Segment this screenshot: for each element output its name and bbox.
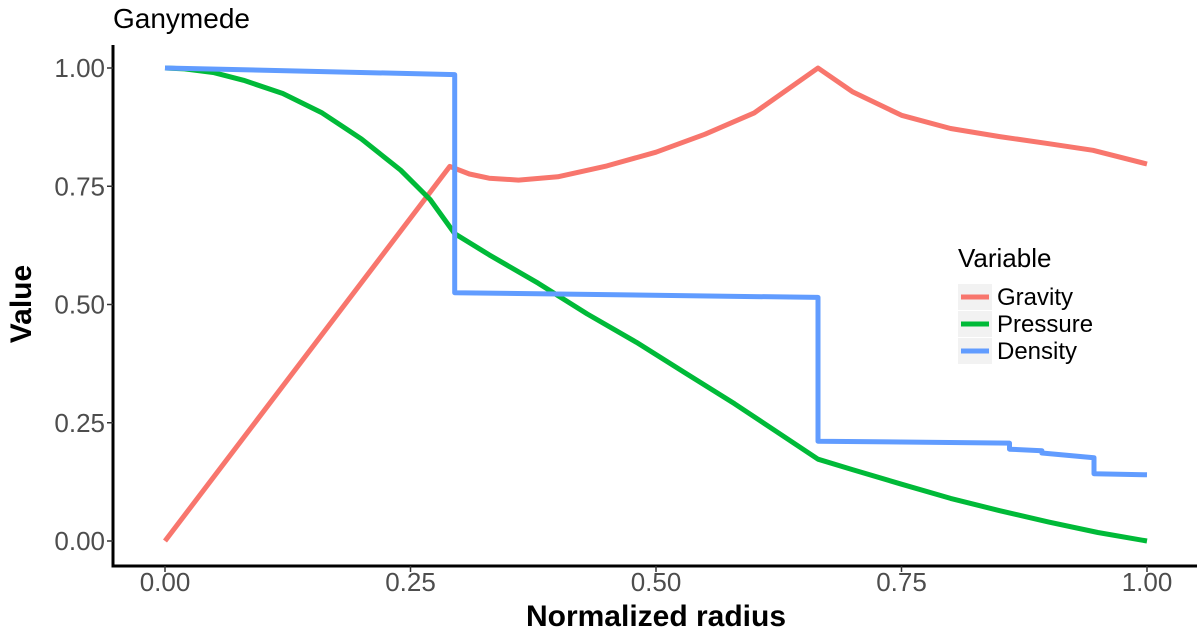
y-tick-label: 1.00 bbox=[54, 53, 105, 83]
series-line-density bbox=[164, 65, 1148, 478]
y-axis-title: Value bbox=[5, 265, 38, 343]
series-line-pressure bbox=[164, 65, 1148, 544]
series-lines bbox=[163, 65, 1148, 544]
y-tick-label: 0.25 bbox=[54, 408, 105, 438]
y-tick-label: 0.00 bbox=[54, 526, 105, 556]
legend-label-density: Density bbox=[997, 338, 1077, 365]
legend-label-gravity: Gravity bbox=[997, 284, 1073, 311]
series-line-gravity bbox=[163, 65, 1148, 543]
plot-background bbox=[113, 45, 1197, 566]
x-tick-label: 0.00 bbox=[140, 567, 191, 597]
plot-panel bbox=[113, 45, 1197, 566]
x-tick-label: 0.25 bbox=[385, 567, 436, 597]
axes: 0.00 0.25 0.50 0.75 1.00 0.00 0.25 0.50 0.75 1.00 bbox=[54, 45, 1197, 597]
chart-title: Ganymede bbox=[113, 3, 250, 34]
x-tick-label: 0.75 bbox=[876, 567, 927, 597]
x-axis-title: Normalized radius bbox=[526, 600, 786, 631]
y-tick-label: 0.50 bbox=[54, 290, 105, 320]
x-tick-label: 0.50 bbox=[631, 567, 682, 597]
x-tick-label: 1.00 bbox=[1122, 567, 1173, 597]
y-tick-label: 0.75 bbox=[54, 171, 105, 201]
legend-label-pressure: Pressure bbox=[997, 311, 1093, 338]
legend-title: Variable bbox=[958, 243, 1051, 273]
